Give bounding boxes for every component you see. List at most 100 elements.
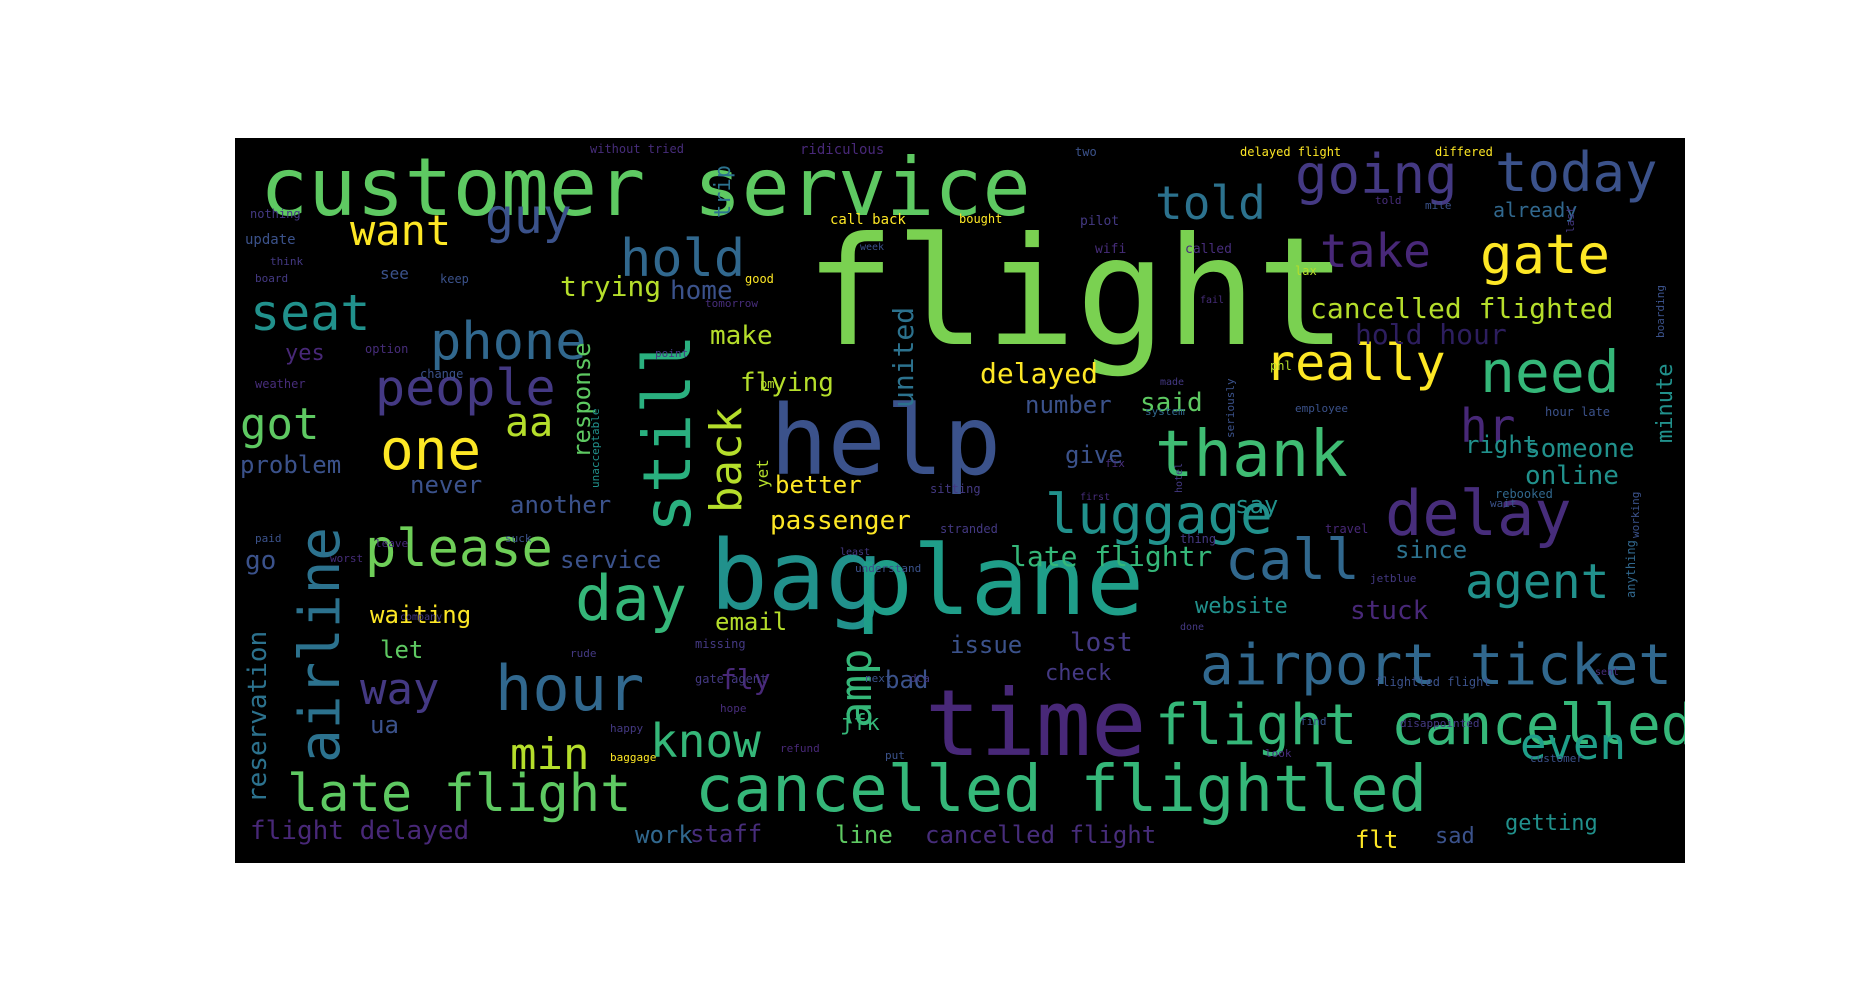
cloud-word: first [1080,492,1111,503]
cloud-word: suck [505,532,532,545]
word-cloud: flight customer service help bag plane time ca… [235,138,1685,863]
cloud-word: wifi [1095,242,1127,257]
cloud-word: system [1145,405,1185,418]
cloud-word: flightled flight [1375,675,1491,689]
cloud-word: problem [240,451,342,479]
cloud-word: give [1065,441,1123,469]
cloud-word: update [245,232,296,248]
cloud-word: ua [370,711,399,739]
cloud-word: rude [570,647,597,660]
cloud-word: paid [255,532,282,545]
cloud-word: since [1395,536,1468,564]
cloud-word: check [1045,661,1112,686]
cloud-word: option [365,342,409,356]
cloud-word: bad [885,666,929,694]
cloud-word: said [1140,388,1203,418]
cloud-word: flt [1355,826,1399,854]
cloud-word: help [770,385,1002,497]
cloud-word: home [670,276,733,306]
cloud-word: baggage [610,751,657,764]
cloud-word: another [510,491,612,519]
cloud-word: point [655,347,689,360]
cloud-word: yes [285,341,325,366]
cloud-word: customer [1530,752,1583,765]
cloud-word: let [380,636,424,664]
cloud-word: thank [1155,418,1348,492]
cloud-word: go [245,546,277,576]
cloud-word: online [1525,461,1619,491]
cloud-word: minute [1653,363,1678,443]
cloud-word: one [380,418,482,483]
cloud-word: see [380,264,409,283]
cloud-word: call [1225,528,1360,593]
cloud-word: someone [1525,434,1635,464]
cloud-word: late flight [287,764,632,824]
cloud-word: gate [1480,223,1611,286]
cloud-word: employee [1295,402,1348,415]
cloud-word: dca [910,672,930,685]
cloud-word: say [1235,491,1279,519]
cloud-word: sent [1595,667,1620,678]
cloud-word: call back [830,212,906,228]
cloud-word: pilot [1080,214,1120,229]
cloud-word: sitting [930,482,981,496]
cloud-word: flight delayed [250,816,470,846]
cloud-word: know [650,714,761,768]
cloud-word: worst [330,552,364,565]
cloud-word: want [350,206,452,255]
cloud-word: look [1265,747,1292,760]
cloud-word: even [1520,719,1626,770]
cloud-word: really [1265,334,1446,392]
cloud-word: seriously [1224,378,1237,438]
cloud-word: please [365,519,553,579]
cloud-word: agent [1465,554,1610,610]
cloud-word: passenger [770,506,911,536]
cloud-word: travel [1325,522,1369,536]
cloud-word: way [360,664,440,715]
cloud-word: happy [610,722,644,735]
cloud-word: put [885,749,905,762]
cloud-word: called [1185,242,1232,257]
cloud-word: going [1295,143,1458,206]
cloud-word: hope [720,702,747,715]
cloud-word: jetblue [1370,572,1417,585]
cloud-word: email [715,608,788,636]
cloud-word: leave [375,537,409,550]
cloud-word: guy [485,189,572,245]
cloud-word: phone [430,312,587,372]
cloud-word: hold hour [1355,318,1507,351]
cloud-word: sad [1435,824,1475,849]
cloud-word: phl [1270,359,1292,373]
cloud-word: reservation [243,630,273,803]
cloud-word: two [1075,145,1097,159]
cloud-word: delayed flight [1240,145,1342,159]
cloud-word: still [629,334,706,533]
cloud-word: stuck [1350,596,1429,626]
cloud-word: missing [695,637,746,651]
cloud-word: cancelled flightled [695,753,1428,827]
cloud-word: need [1480,338,1620,406]
cloud-word: mile [1425,199,1452,212]
cloud-word: bag [710,520,884,632]
cloud-word: differed [1435,145,1493,159]
cloud-word: luggage [1045,483,1273,546]
cloud-word: today [1495,141,1658,204]
cloud-word: delayed [980,357,1099,390]
cloud-word: hour [495,652,645,725]
cloud-word: min [510,729,590,780]
cloud-word: made [1160,377,1185,388]
cloud-word: tomorrow [705,297,758,310]
cloud-word: united [887,306,920,408]
cloud-word: flight cancelled [1155,693,1685,758]
cloud-word: hour late [1545,405,1611,419]
cloud-word: lost [1070,628,1133,658]
cloud-word: think [270,255,304,268]
cloud-word: cancelled flight [925,821,1157,849]
cloud-word: find [1300,715,1327,728]
cloud-word: board [255,272,289,285]
cloud-word: understand [855,562,922,575]
cloud-word: number [1025,391,1112,419]
cloud-word: waiting [370,601,472,629]
cloud-word: flight [805,206,1347,380]
cloud-word: fly [720,663,771,696]
